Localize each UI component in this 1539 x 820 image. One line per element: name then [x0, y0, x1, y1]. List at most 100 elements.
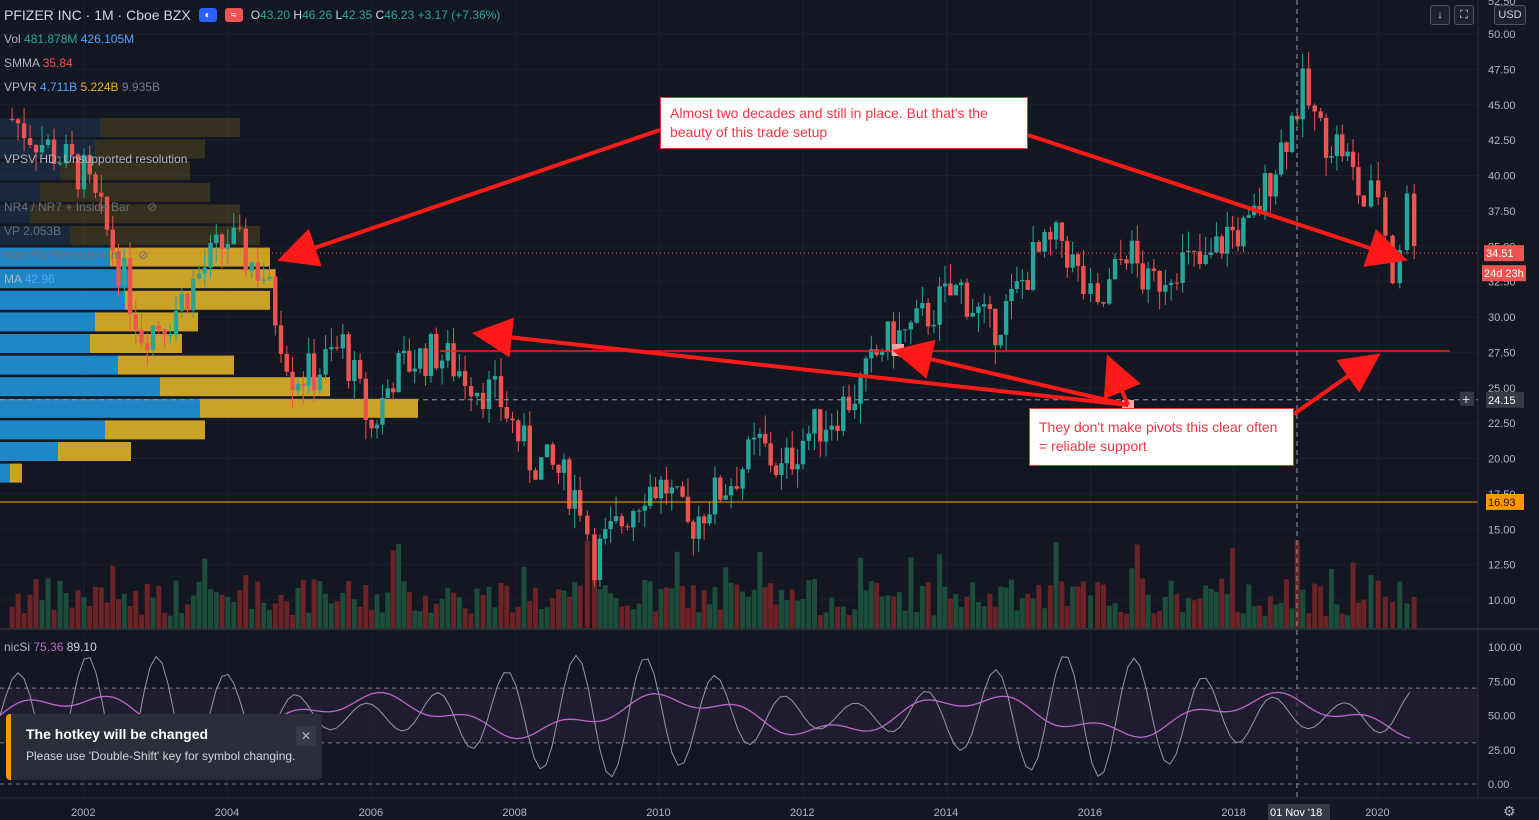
volume-bar	[1180, 612, 1186, 628]
candle-body	[768, 443, 773, 466]
vp-row-blue	[0, 269, 130, 289]
hidden-eye-icon[interactable]: ⊘	[147, 200, 158, 214]
candle-body	[863, 358, 869, 378]
candle-body	[1225, 226, 1230, 254]
currency-button[interactable]: USD	[1494, 5, 1526, 25]
volume-bar	[104, 602, 110, 628]
volume-bar	[150, 597, 156, 628]
volume-bar	[1036, 584, 1042, 628]
indicator-vol[interactable]: Vol 481.878M 426.105M	[4, 32, 135, 46]
download-button[interactable]: ↓	[1430, 5, 1450, 25]
candle-body	[993, 308, 998, 346]
candle-body	[1262, 173, 1268, 212]
volume-bar	[663, 587, 669, 628]
volume-bar	[1047, 585, 1053, 628]
candle-body	[93, 174, 98, 193]
volume-bar	[144, 583, 150, 628]
volume-bar	[300, 579, 306, 628]
annotation-arrow	[277, 128, 661, 267]
close-icon[interactable]: ✕	[296, 726, 316, 746]
vp-row-gold	[130, 269, 275, 289]
volume-bar	[412, 610, 418, 628]
candle-body	[858, 377, 863, 404]
annotation-top[interactable]: Almost two decades and still in place. B…	[660, 97, 1028, 149]
hotkey-toast[interactable]: The hotkey will be changed Please use 'D…	[6, 714, 322, 780]
volume-bar	[93, 586, 99, 628]
candle-body	[208, 242, 213, 268]
replay-icon[interactable]: ≈	[224, 8, 243, 22]
candle-body	[267, 276, 272, 280]
volume-bar	[669, 588, 675, 628]
volume-bar	[121, 593, 127, 628]
volume-bar	[445, 587, 451, 628]
candle-body	[145, 343, 150, 351]
volume-bar	[1318, 586, 1324, 628]
candle-body	[812, 409, 817, 434]
volume-bar	[1030, 598, 1036, 628]
volume-bar	[778, 589, 784, 628]
volume-bar	[1284, 579, 1290, 628]
volume-bar	[987, 593, 993, 628]
volume-bar	[1219, 578, 1225, 628]
candle-body	[179, 293, 184, 311]
candle-body	[740, 469, 745, 489]
candle-body	[510, 418, 515, 421]
toast-title: The hotkey will be changed	[26, 726, 209, 742]
symbol-title[interactable]: PFIZER INC · 1M · Cboe BZX	[4, 7, 191, 23]
candle-body	[1257, 205, 1262, 212]
indicator-nr4[interactable]: NR4 / NR7 + Inside Bar ⊘	[4, 200, 158, 214]
candle-body	[1070, 254, 1075, 268]
candle-body	[474, 392, 480, 397]
candle-body	[942, 283, 948, 287]
candle-body	[185, 293, 190, 311]
compare-icon[interactable]: ◐	[198, 8, 217, 22]
fullscreen-button[interactable]: ⛶	[1454, 5, 1474, 25]
volume-bar	[357, 606, 363, 628]
candle-body	[701, 516, 707, 524]
volume-bar	[1197, 598, 1203, 628]
candle-body	[1350, 151, 1356, 168]
volume-bar	[740, 591, 746, 628]
oscillator-label[interactable]: nicSi 75.36 89.10	[4, 640, 97, 654]
candle-body	[948, 283, 953, 296]
volume-bar	[544, 607, 550, 628]
candle-body	[1140, 263, 1145, 290]
indicator-ma[interactable]: MA 42.96	[4, 272, 55, 286]
indicator-vp[interactable]: VP 2.053B	[4, 224, 62, 238]
annotation-bottom[interactable]: They don't make pivots this clear often …	[1029, 408, 1294, 466]
osc-tick-label: 75.00	[1488, 676, 1516, 688]
candle-body	[1168, 282, 1174, 286]
candle-body	[1241, 217, 1246, 247]
indicator-smma[interactable]: SMMA 35.84	[4, 56, 73, 70]
volume-bar	[1273, 604, 1279, 628]
volume-bar	[110, 565, 116, 628]
candle-body	[1009, 288, 1014, 302]
countdown-label-bg	[1482, 265, 1526, 282]
indicator-fib[interactable]: Auto Fib Retracement ⊘	[4, 248, 149, 262]
candle-body	[567, 459, 572, 509]
candle-body	[139, 329, 144, 344]
candle-body	[352, 360, 357, 381]
candle-body	[33, 145, 39, 153]
volume-bar	[1095, 582, 1101, 628]
indicator-vpvr[interactable]: VPVR 4.711B 5.224B 9.935B	[4, 80, 160, 94]
volume-bar	[515, 606, 521, 628]
volume-bar	[728, 582, 734, 628]
volume-bar	[127, 605, 133, 628]
candle-body	[357, 360, 363, 379]
vp-row-blue	[0, 377, 160, 397]
candle-body	[219, 234, 225, 249]
volume-bar	[45, 578, 51, 628]
volume-bar	[717, 609, 723, 628]
indicator-vpsv[interactable]: VPSV HD: Unsupported resolution	[4, 152, 188, 166]
volume-bar	[231, 601, 237, 628]
volume-bar	[817, 615, 823, 628]
candle-body	[1289, 115, 1295, 152]
vp-row-blue	[0, 247, 110, 267]
candle-body	[317, 374, 323, 391]
hidden-eye-icon[interactable]: ⊘	[138, 248, 149, 262]
time-tick-label: 2002	[71, 807, 95, 819]
candle-body	[556, 464, 561, 473]
volume-bar	[597, 589, 603, 628]
